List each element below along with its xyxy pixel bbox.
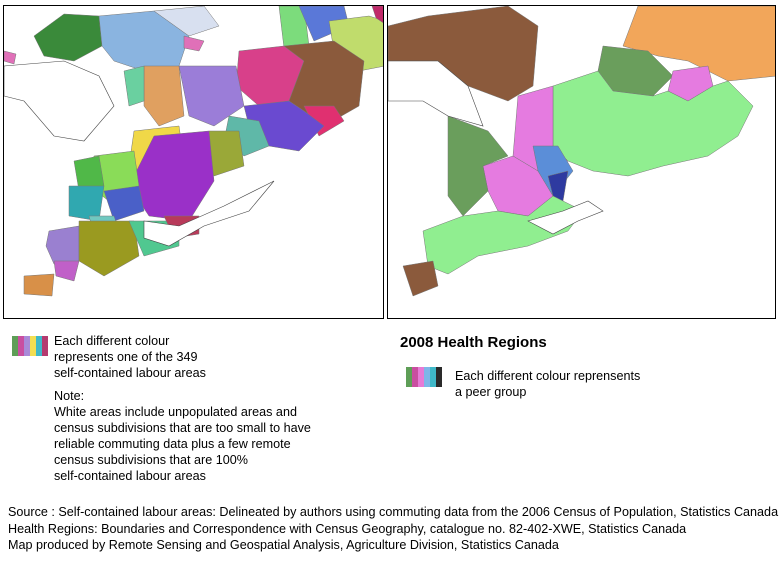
region — [143, 65, 185, 127]
note-line-2: census subdivisions that are too small t… — [54, 421, 311, 435]
swatch-color — [42, 336, 48, 356]
lake — [388, 60, 484, 127]
region — [447, 115, 509, 217]
note-line-4: census subdivisions that are 100% — [54, 453, 248, 467]
region — [153, 6, 220, 37]
region — [78, 220, 140, 277]
note-title: Note: — [54, 389, 85, 403]
region — [371, 6, 383, 23]
region — [23, 273, 55, 297]
region — [53, 260, 80, 282]
legend-swatch-right — [406, 367, 442, 387]
right-map-title: 2008 Health Regions — [400, 334, 547, 351]
source-line-3: Map produced by Remote Sensing and Geosp… — [8, 538, 559, 552]
note-line-1: White areas include unpopulated areas an… — [54, 405, 297, 419]
labour-areas-map — [3, 5, 384, 319]
swatch-color — [412, 367, 418, 387]
swatch-color — [24, 336, 30, 356]
lake — [143, 180, 275, 247]
right-legend-line-2: a peer group — [455, 385, 527, 399]
region — [103, 185, 145, 222]
region — [123, 65, 145, 107]
right-legend-line-1: Each different colour reprensents — [455, 369, 641, 383]
swatch-color — [418, 367, 424, 387]
source-line-1: Source : Self-contained labour areas: De… — [8, 505, 779, 519]
note-line-3: reliable commuting data plus a few remot… — [54, 437, 291, 451]
health-regions-map — [387, 5, 776, 319]
region — [4, 50, 17, 65]
swatch-color — [406, 367, 412, 387]
source-line-2: Health Regions: Boundaries and Correspon… — [8, 521, 687, 536]
note-line-5: self-contained labour areas — [54, 469, 206, 483]
region — [183, 35, 205, 52]
left-legend-line-2: represents one of the 349 — [54, 350, 198, 364]
region — [45, 225, 80, 265]
left-legend-line-1: Each different colour — [54, 334, 170, 348]
region — [402, 260, 439, 297]
swatch-color — [12, 336, 18, 356]
swatch-color — [36, 336, 42, 356]
swatch-color — [18, 336, 24, 356]
swatch-color — [30, 336, 36, 356]
swatch-color — [424, 367, 430, 387]
swatch-color — [436, 367, 442, 387]
region — [552, 70, 754, 177]
swatch-color — [430, 367, 436, 387]
legend-swatch-left — [12, 336, 48, 356]
lake — [4, 60, 115, 142]
lake — [527, 200, 604, 235]
source-notes: Source : Self-contained labour areas: De… — [8, 504, 778, 554]
region — [33, 13, 103, 62]
left-legend-line-3: self-contained labour areas — [54, 366, 206, 380]
